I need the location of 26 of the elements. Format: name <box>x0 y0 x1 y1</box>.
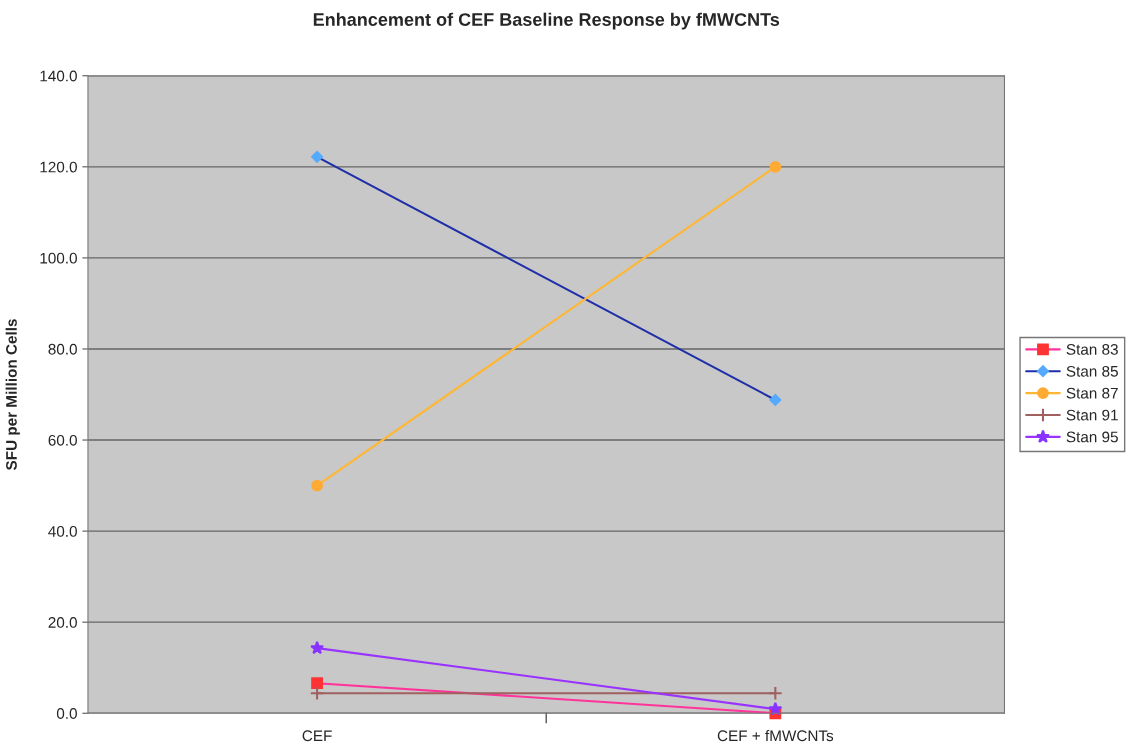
y-tick-label: 20.0 <box>48 617 77 628</box>
point <box>768 685 783 701</box>
chart-title: Enhancement of CEF Baseline Response by fMWCNTs <box>313 12 780 30</box>
y-tick-label: 100.0 <box>40 252 77 264</box>
y-tick-label: 40.0 <box>48 525 77 537</box>
x-tick-label: CEF + fMWCNTs <box>717 729 834 742</box>
point <box>311 150 324 163</box>
y-tick-label: 60.0 <box>48 434 77 446</box>
point <box>769 160 782 173</box>
legend-label: Stan 91 <box>1066 409 1118 421</box>
legend-label: Stan 95 <box>1066 431 1118 443</box>
y-tick-label: 120.0 <box>40 161 77 173</box>
point <box>310 640 325 655</box>
point <box>309 685 325 701</box>
x-tick-label: CEF <box>302 730 332 742</box>
y-axis-title: SFU per Million Cells <box>5 319 20 471</box>
point <box>311 479 323 492</box>
y-tick-label: 80.0 <box>48 343 77 355</box>
y-tick-label: 0.0 <box>56 708 77 719</box>
y-tick-label: 140.0 <box>40 70 77 82</box>
point <box>768 701 783 716</box>
legend-label: Stan 83 <box>1066 344 1118 355</box>
point <box>769 394 782 406</box>
legend-label: Stan 87 <box>1066 387 1118 399</box>
legend-label: Stan 85 <box>1066 365 1118 377</box>
point <box>311 677 323 690</box>
